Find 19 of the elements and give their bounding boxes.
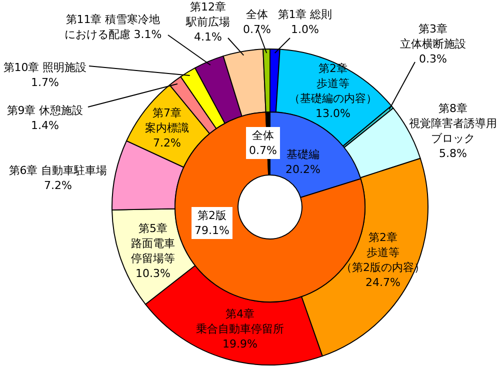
slice-label: 第2版 bbox=[198, 209, 226, 222]
label: 第3章立体横断施設 0.3% bbox=[400, 22, 466, 66]
label: 基礎編 20.2% bbox=[286, 148, 320, 176]
label: 第5章路面電車停留場等 10.3% bbox=[131, 222, 175, 280]
label: 第4章乗合自動車停留所 19.9% bbox=[196, 308, 284, 350]
data-label: 79.1% bbox=[194, 224, 230, 237]
label: 第7章案内標識 7.2% bbox=[145, 106, 189, 150]
label: 第1章 総則 1.0% bbox=[278, 8, 332, 36]
label: 全体 0.7% bbox=[246, 127, 280, 159]
label: 第11章 積雪寒冷地における配慮 3.1% bbox=[64, 13, 162, 41]
label: 全体 0.7% bbox=[243, 8, 271, 36]
label: 第2版 79.1% bbox=[192, 207, 232, 239]
label: 第6章 自動車駐車場 7.2% bbox=[8, 164, 108, 192]
slice-label: 全体 bbox=[252, 129, 274, 142]
label: 第9章 休憩施設 1.4% bbox=[6, 104, 84, 132]
label: 第12章駅前広場 4.1% bbox=[186, 0, 230, 44]
label: 第10章 照明施設 1.7% bbox=[3, 61, 87, 89]
data-label: 0.7% bbox=[249, 144, 277, 157]
label: 第8章視覚障害者誘導用ブロック 5.8% bbox=[409, 102, 497, 160]
